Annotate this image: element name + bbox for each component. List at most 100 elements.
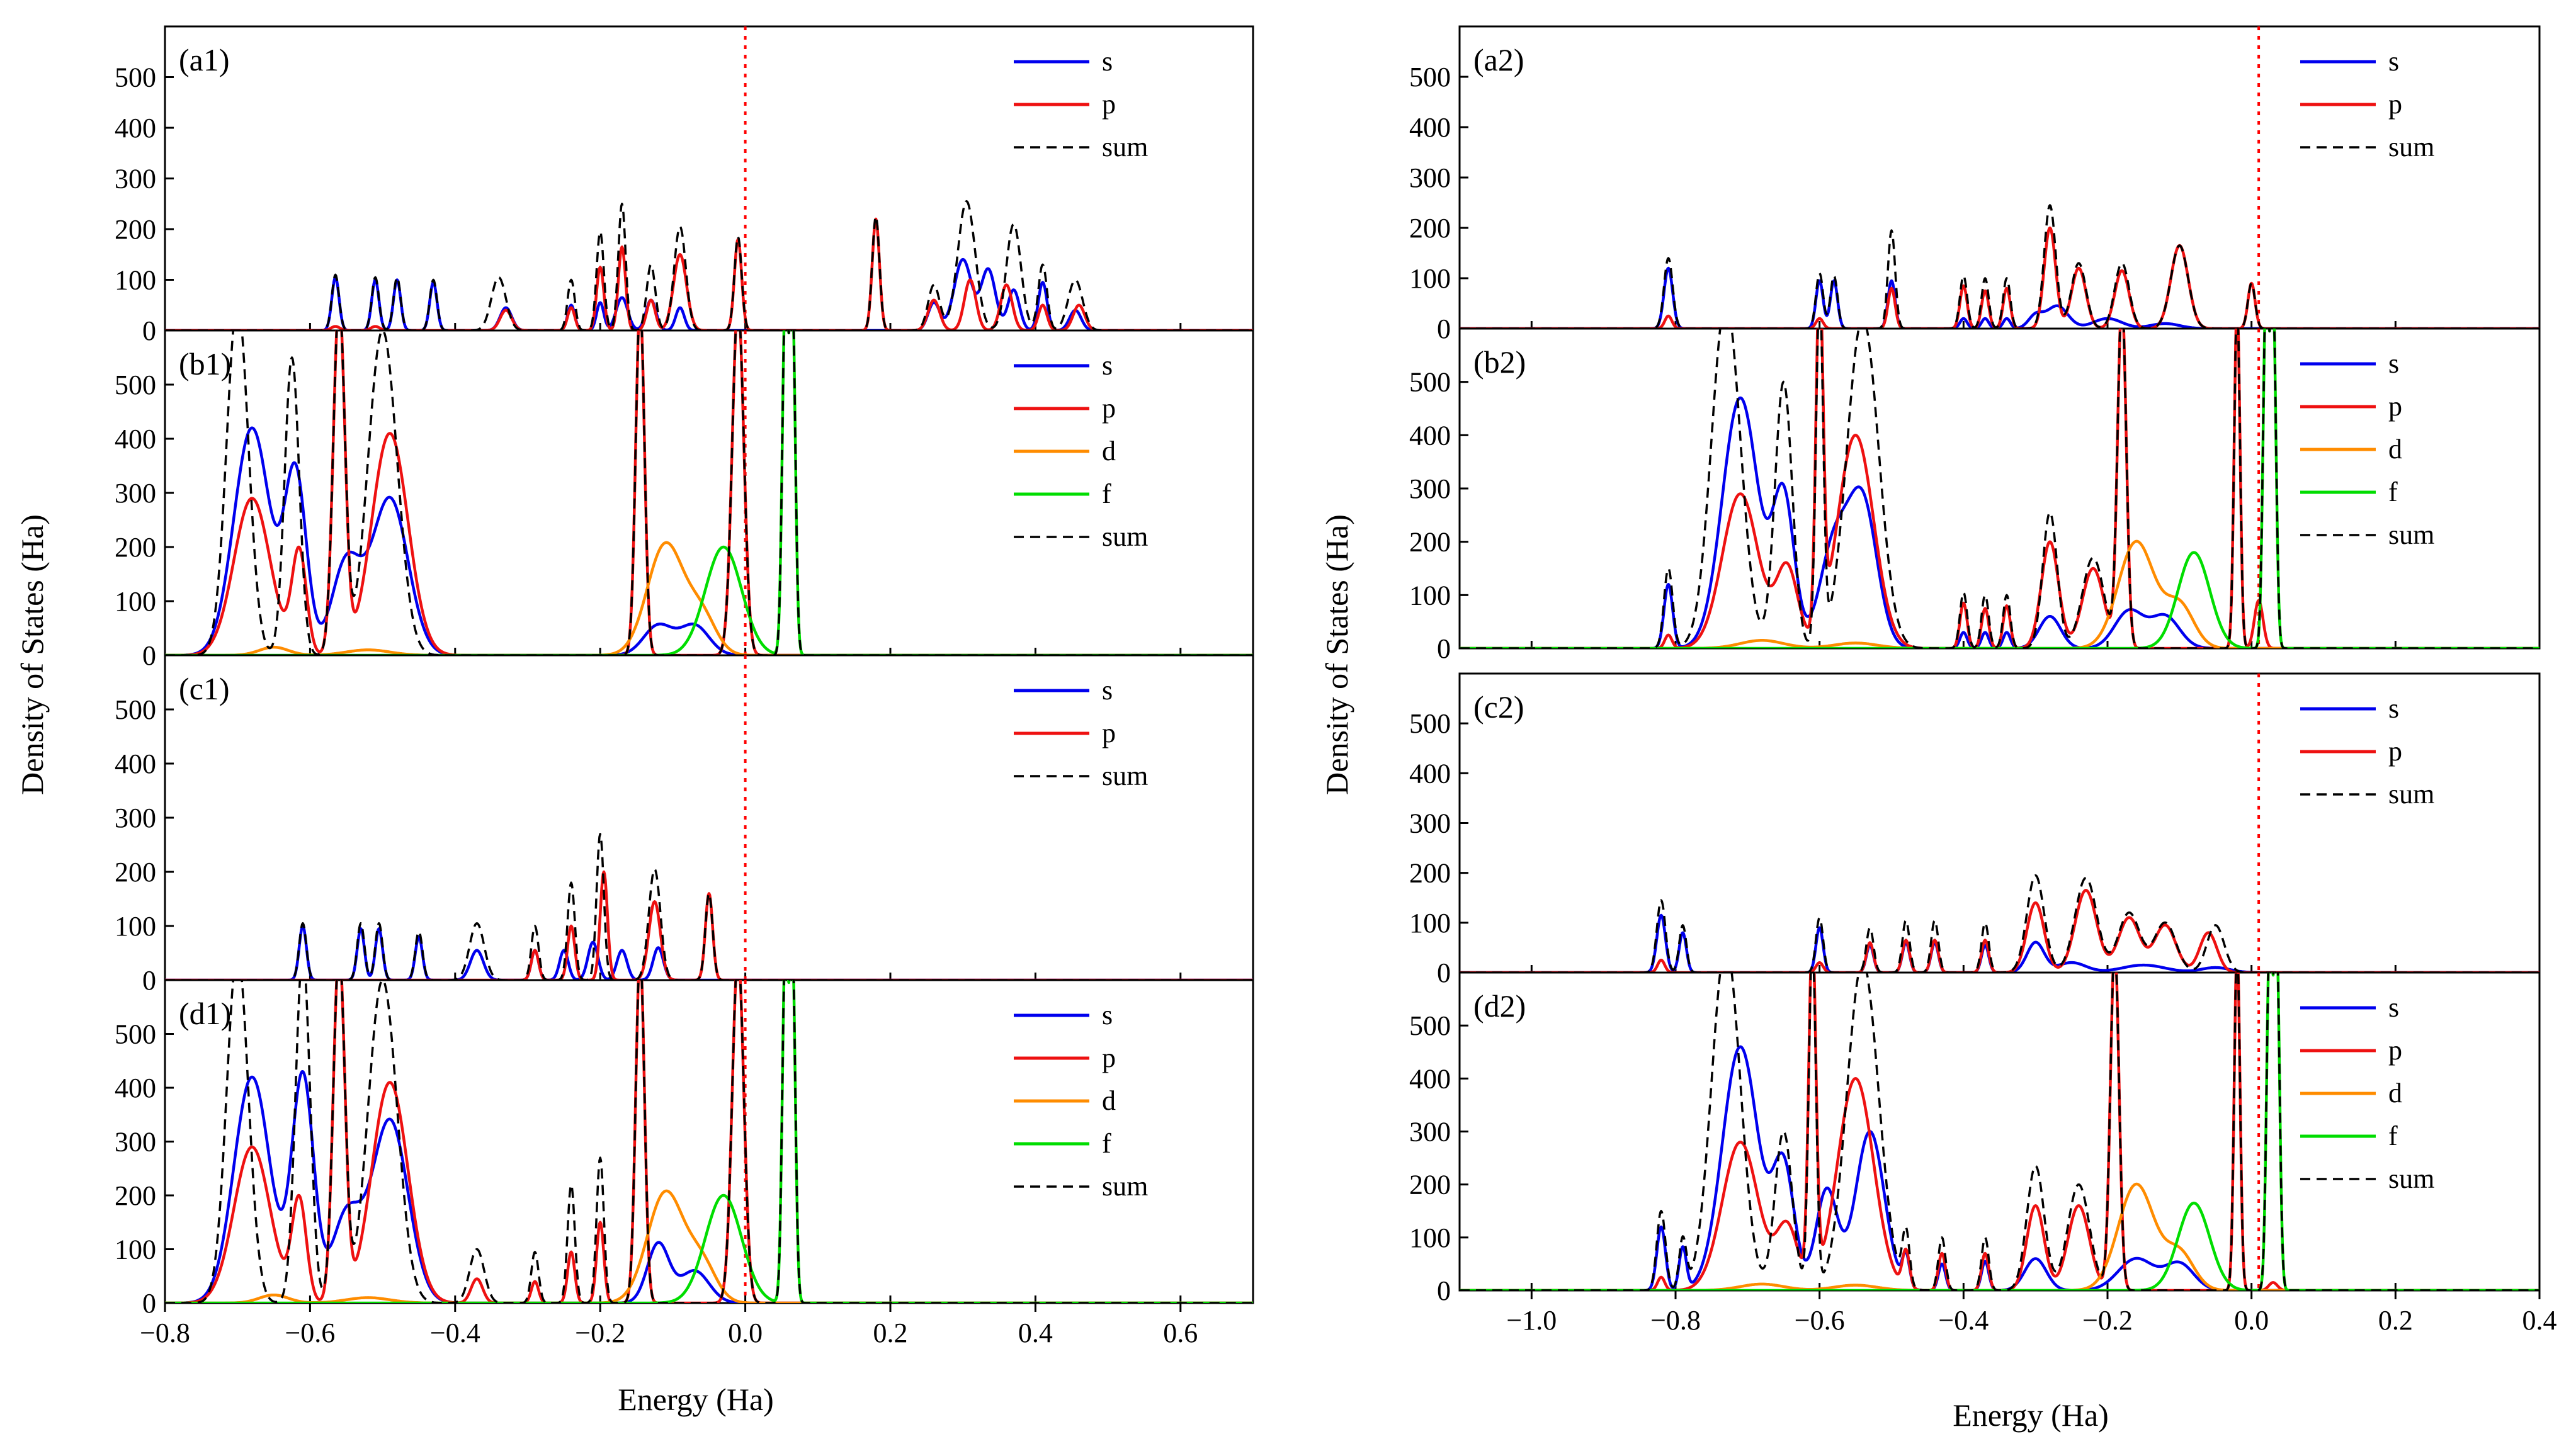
- series-sum-line: [1460, 329, 2539, 648]
- y-tick-label: 500: [1409, 62, 1451, 93]
- legend-label-p: p: [2388, 391, 2402, 422]
- y-tick-label: 300: [115, 478, 156, 509]
- panel-frame: [164, 25, 1254, 332]
- legend-label-sum: sum: [1102, 521, 1148, 552]
- y-tick-label: 400: [115, 1073, 156, 1103]
- x-tick-label: 0.4: [1018, 1318, 1053, 1348]
- series-f-line: [1460, 973, 2539, 1290]
- x-tick-label: 0.4: [2522, 1305, 2557, 1336]
- y-tick-label: 300: [115, 164, 156, 195]
- panel-label: (a2): [1473, 42, 1524, 77]
- left-y-axis-title: Density of States (Ha): [14, 514, 50, 795]
- legend-label-d: d: [2388, 434, 2402, 465]
- x-tick-label: −0.2: [2082, 1305, 2133, 1336]
- y-tick-label: 400: [1409, 420, 1451, 451]
- series-f-line: [165, 980, 1253, 1303]
- series-s-line: [1460, 913, 2539, 973]
- panel-frame: [1458, 971, 2541, 1292]
- legend-label-p: p: [1102, 1042, 1116, 1073]
- y-tick-label: 200: [115, 214, 156, 245]
- y-tick-label: 500: [115, 694, 156, 725]
- y-tick-label: 500: [1409, 1010, 1451, 1041]
- x-tick-label: 0.2: [2378, 1305, 2413, 1336]
- y-tick-label: 200: [115, 1180, 156, 1211]
- series-sum-line: [165, 833, 1253, 980]
- legend-label-d: d: [1102, 436, 1116, 466]
- legend-label-s: s: [2388, 46, 2399, 77]
- series-d-line: [1460, 1182, 2539, 1290]
- x-tick-label: −0.6: [1795, 1305, 1845, 1336]
- y-tick-label: 500: [115, 62, 156, 93]
- legend-label-sum: sum: [2388, 132, 2434, 162]
- legend-label-sum: sum: [2388, 1163, 2434, 1194]
- panel-frame: [1458, 672, 2541, 974]
- x-tick-label: 0.2: [873, 1318, 908, 1348]
- series-group: [1460, 874, 2539, 973]
- y-tick-label: 400: [1409, 112, 1451, 143]
- panel-label: (b2): [1473, 344, 1526, 380]
- y-tick-label: 0: [142, 1288, 156, 1319]
- series-sum-line: [1460, 204, 2539, 329]
- y-tick-label: 500: [115, 370, 156, 400]
- legend-label-p: p: [2388, 89, 2402, 120]
- legend-label-f: f: [2388, 1120, 2398, 1151]
- series-d-line: [165, 1189, 1253, 1303]
- y-tick-label: 100: [115, 1234, 156, 1265]
- legend-label-d: d: [1102, 1085, 1116, 1116]
- series-sum-line: [165, 980, 1253, 1303]
- x-tick-label: −0.4: [430, 1318, 480, 1348]
- y-tick-label: 100: [1409, 580, 1451, 611]
- panel-c2: 0 100 200 300 400 500 (c2) sp sum: [1409, 672, 2541, 988]
- y-tick-label: 300: [115, 803, 156, 833]
- series-group: [1460, 204, 2539, 329]
- y-tick-label: 0: [1437, 633, 1451, 664]
- series-p-line: [1460, 329, 2539, 648]
- panel-label: (c2): [1473, 689, 1524, 725]
- panel-d2: 0 100 200 300 400 500 −1.0 −0.8 −0.6 −0.4 −0.2 0.0 0…: [1409, 971, 2557, 1336]
- y-tick-label: 100: [1409, 908, 1451, 939]
- series-group: [165, 980, 1253, 1303]
- y-tick-label: 500: [1409, 708, 1451, 739]
- right-y-axis-title: Density of States (Ha): [1319, 514, 1354, 795]
- series-p-line: [165, 217, 1253, 330]
- legend-label-s: s: [1102, 46, 1113, 77]
- series-d-line: [165, 541, 1253, 655]
- series-p-line: [165, 870, 1253, 980]
- x-tick-label: 0.0: [2234, 1305, 2269, 1336]
- x-tick-label: 0.0: [728, 1318, 763, 1348]
- legend-label-p: p: [2388, 736, 2402, 767]
- series-group: [165, 330, 1253, 655]
- legend-label-f: f: [2388, 477, 2398, 507]
- legend-label-sum: sum: [2388, 779, 2434, 810]
- panel-d1: 0 100 200 300 400 500 −0.8 −0.6 −0.4 −0.2 0.0 0.2 0.…: [115, 979, 1254, 1348]
- series-d-line: [1460, 539, 2539, 648]
- y-tick-label: 300: [1409, 473, 1451, 504]
- x-tick-label: −0.8: [1650, 1305, 1701, 1336]
- y-tick-label: 200: [1409, 858, 1451, 889]
- series-sum-line: [1460, 973, 2539, 1290]
- y-tick-label: 200: [1409, 213, 1451, 244]
- x-tick-label: −0.4: [1938, 1305, 1989, 1336]
- y-tick-label: 400: [115, 113, 156, 144]
- left-x-axis-title: Energy (Ha): [618, 1382, 774, 1417]
- legend-label-sum: sum: [1102, 760, 1148, 791]
- panel-label: (c1): [179, 671, 230, 706]
- x-tick-label: −1.0: [1506, 1305, 1557, 1336]
- legend-label-p: p: [1102, 718, 1116, 748]
- legend-label-f: f: [1102, 478, 1111, 509]
- panel-label: (b1): [179, 346, 231, 381]
- series-s-line: [1460, 266, 2539, 329]
- legend-label-p: p: [2388, 1035, 2402, 1066]
- series-f-line: [165, 330, 1253, 655]
- legend-label-f: f: [1102, 1128, 1111, 1159]
- series-group: [1460, 973, 2539, 1290]
- panel-frame: [1458, 25, 2541, 330]
- panel-a1: 0 100 200 300 400 500 (a1) sp sum: [115, 25, 1254, 346]
- legend-label-p: p: [1102, 393, 1116, 424]
- y-tick-label: 300: [1409, 1117, 1451, 1148]
- y-tick-label: 0: [1437, 957, 1451, 988]
- right-x-axis-title: Energy (Ha): [1953, 1397, 2109, 1433]
- series-sum-line: [165, 200, 1253, 330]
